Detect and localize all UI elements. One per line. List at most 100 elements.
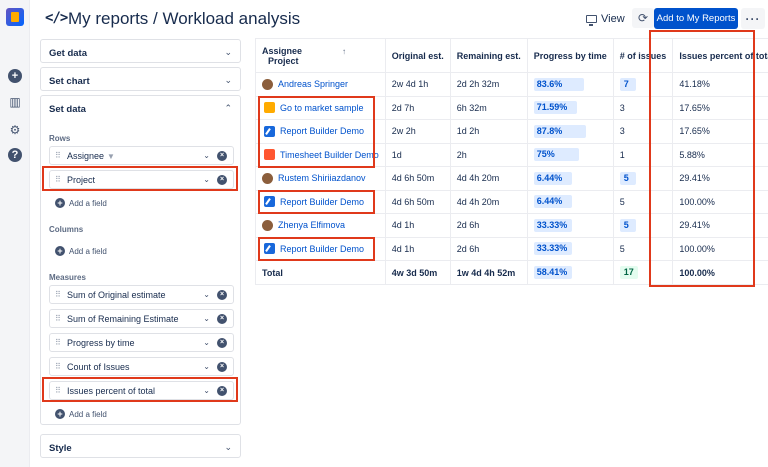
remaining-cell: 1w 4d 4h 52m <box>449 260 528 285</box>
highlight-project-field <box>42 166 238 191</box>
remove-icon[interactable]: × <box>217 362 227 372</box>
project-link[interactable]: Timesheet Builder Demo <box>264 149 379 161</box>
add-icon[interactable]: + <box>8 69 22 83</box>
field-label: Assignee <box>67 151 105 161</box>
assignee-link[interactable]: Andreas Springer <box>262 78 379 90</box>
project-icon <box>264 243 275 255</box>
column-header-remaining[interactable]: Remaining est. <box>449 38 528 73</box>
page-title: My reports / Workload analysis <box>68 9 301 28</box>
assignee-link[interactable]: Rustem Shiriiazdanov <box>262 172 379 184</box>
field-label: Count of Issues <box>67 362 130 372</box>
field-label: Issues percent of total <box>67 386 156 396</box>
issues-value: 3 <box>619 126 625 137</box>
remaining-cell: 2d 2h 32m <box>449 72 528 97</box>
chevron-down-icon[interactable]: ⌄ <box>203 151 210 160</box>
remove-icon[interactable]: × <box>217 338 227 348</box>
remove-icon[interactable]: × <box>217 290 227 300</box>
chevron-down-icon[interactable]: ⌄ <box>203 314 210 323</box>
project-link[interactable]: Report Builder Demo <box>264 125 379 137</box>
reports-icon[interactable]: ▥ <box>9 95 21 109</box>
column-header-percent[interactable]: Issues percent of total <box>672 38 768 73</box>
remove-icon[interactable]: × <box>217 151 227 161</box>
header: </> My reports / Workload analysis View … <box>30 0 768 38</box>
add-field-label: Add a field <box>69 246 107 256</box>
get-data-section[interactable]: Get data ⌄ <box>40 39 241 63</box>
rows-label: Rows <box>49 134 71 143</box>
table-row: Report Builder Demo 4d 6h 50m 4d 4h 20m 6.4… <box>255 189 768 214</box>
chevron-down-icon[interactable]: ⌄ <box>203 362 210 371</box>
add-field-label: Add a field <box>69 198 107 208</box>
add-to-my-reports-button[interactable]: Add to My Reports <box>654 8 738 29</box>
highlight-percent-field <box>42 377 238 402</box>
column-header-issues[interactable]: # of issues <box>612 38 674 73</box>
project-link[interactable]: Report Builder Demo <box>264 196 379 208</box>
project-link[interactable]: Report Builder Demo <box>264 243 379 255</box>
highlight-percent-column <box>649 30 755 287</box>
app-logo-icon[interactable] <box>6 8 24 26</box>
help-icon[interactable]: ? <box>8 148 22 162</box>
issues-badge: 5 <box>619 218 636 232</box>
progress-cell: 87.8% <box>526 119 614 144</box>
name-cell: Andreas Springer <box>255 72 386 97</box>
monitor-icon <box>586 15 597 26</box>
drag-handle-icon[interactable]: ⠿ <box>55 362 61 371</box>
measure-field-progress[interactable]: ⠿ Progress by time ⌄ × <box>49 333 234 352</box>
name-cell: Rustem Shiriiazdanov <box>255 166 386 191</box>
drag-handle-icon[interactable]: ⠿ <box>55 386 61 395</box>
measures-label: Measures <box>49 273 86 282</box>
chevron-down-icon[interactable]: ⌄ <box>203 175 210 184</box>
more-options-button[interactable]: ··· <box>741 8 765 29</box>
row-field-project[interactable]: ⠿ Project ⌄ × <box>49 170 234 189</box>
add-row-field-button[interactable]: + Add a field <box>55 198 107 208</box>
drag-handle-icon[interactable]: ⠿ <box>55 338 61 347</box>
remove-icon[interactable]: × <box>217 314 227 324</box>
progress-cell: 6.44% <box>526 166 614 191</box>
remove-icon[interactable]: × <box>217 386 227 396</box>
measure-field-remaining[interactable]: ⠿ Sum of Remaining Estimate ⌄ × <box>49 309 234 328</box>
chevron-down-icon[interactable]: ⌄ <box>203 290 210 299</box>
view-button[interactable]: View <box>586 9 625 29</box>
columns-label: Columns <box>49 225 84 234</box>
avatar <box>262 172 273 184</box>
chevron-down-icon[interactable]: ⌄ <box>203 386 210 395</box>
progress-cell: 71.59% <box>526 95 614 120</box>
add-measure-field-button[interactable]: + Add a field <box>55 409 107 419</box>
column-header-assignee[interactable]: Assignee ↑ Project <box>255 38 386 73</box>
table-row: Andreas Springer 2w 4d 1h 2d 2h 32m 83.6% 7 4… <box>255 72 768 97</box>
set-chart-section[interactable]: Set chart ⌄ <box>40 67 241 91</box>
column-header-original[interactable]: Original est. <box>384 38 451 73</box>
filter-icon[interactable]: ▼ <box>107 152 115 161</box>
sort-arrow-icon[interactable]: ↑ <box>342 46 347 56</box>
remove-icon[interactable]: × <box>217 175 227 185</box>
issues-cell: 7 <box>612 72 674 97</box>
column-header-progress[interactable]: Progress by time <box>526 38 614 73</box>
project-icon <box>264 196 275 208</box>
measure-field-original[interactable]: ⠿ Sum of Original estimate ⌄ × <box>49 285 234 304</box>
measure-field-count[interactable]: ⠿ Count of Issues ⌄ × <box>49 357 234 376</box>
drag-handle-icon[interactable]: ⠿ <box>55 290 61 299</box>
avatar <box>262 219 273 231</box>
chevron-down-icon[interactable]: ⌄ <box>203 338 210 347</box>
issues-value: 1 <box>619 149 625 160</box>
assignee-link[interactable]: Zhenya Elfimova <box>262 219 379 231</box>
chevron-up-icon[interactable]: ⌃ <box>224 103 232 113</box>
progress-cell: 58.41% <box>526 260 614 285</box>
row-field-assignee[interactable]: ⠿ Assignee ▼ ⌄ × <box>49 146 234 165</box>
gear-icon[interactable]: ⚙ <box>9 123 21 137</box>
remaining-cell: 4d 4h 20m <box>449 189 528 214</box>
issues-cell: 5 <box>612 236 674 261</box>
drag-handle-icon[interactable]: ⠿ <box>55 151 61 160</box>
measure-field-percent[interactable]: ⠿ Issues percent of total ⌄ × <box>49 381 234 400</box>
progress-bar: 58.41% <box>533 266 572 279</box>
original-cell: 2w 4d 1h <box>384 72 451 97</box>
total-row: Total 4w 3d 50m 1w 4d 4h 52m 58.41% 17 100.00… <box>255 260 768 285</box>
style-section[interactable]: Style ⌄ <box>40 434 241 458</box>
percent-cell: 41.18% <box>672 72 768 97</box>
refresh-button[interactable]: ⟳ <box>632 8 654 28</box>
drag-handle-icon[interactable]: ⠿ <box>55 175 61 184</box>
add-column-field-button[interactable]: + Add a field <box>55 246 107 256</box>
table-row: Zhenya Elfimova 4d 1h 2d 6h 33.33% 5 29.41% <box>255 213 768 238</box>
original-cell: 4d 1h <box>384 236 451 261</box>
project-link[interactable]: Go to market sample <box>264 102 379 114</box>
drag-handle-icon[interactable]: ⠿ <box>55 314 61 323</box>
